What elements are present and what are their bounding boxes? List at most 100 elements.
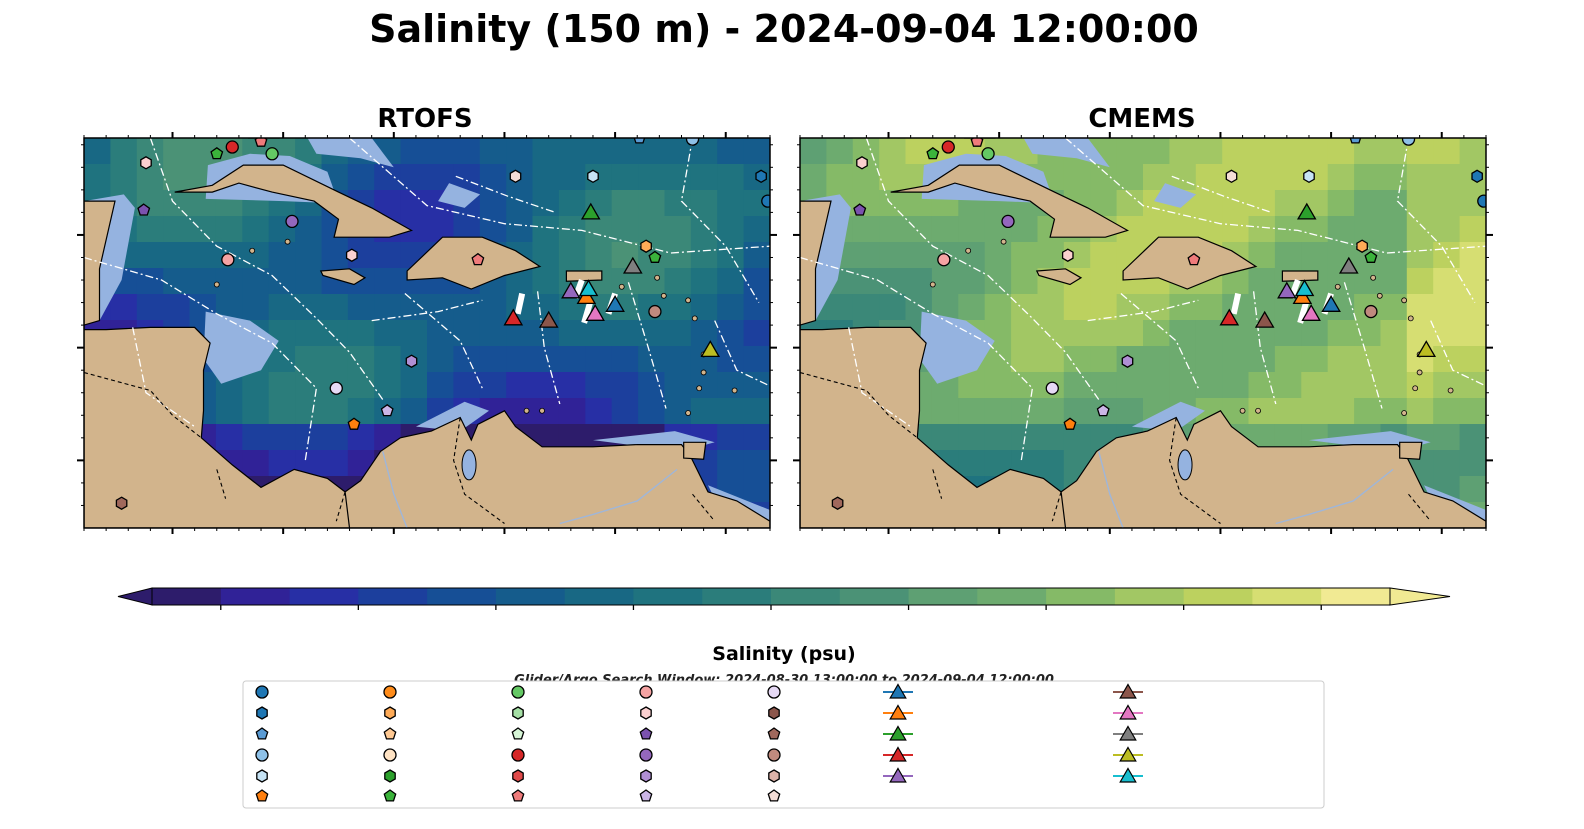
glider-marker	[605, 295, 625, 312]
legend-box	[242, 680, 1325, 809]
argo-float-marker	[1063, 417, 1077, 430]
glider-marker	[1416, 340, 1437, 358]
legend-argo-marker	[767, 685, 781, 699]
argo-float-marker	[941, 140, 955, 154]
argo-float-marker	[970, 138, 984, 147]
argo-float-marker	[509, 169, 522, 184]
colorbar-swatch	[1046, 588, 1116, 605]
colorbar-swatch	[358, 588, 428, 605]
glider-marker	[1294, 279, 1315, 297]
legend-argo-marker	[512, 769, 524, 783]
legend-argo-marker	[511, 789, 525, 802]
legend-glider-marker	[1119, 767, 1137, 783]
argo-float-marker	[1477, 194, 1486, 208]
legend-argo-marker	[768, 769, 780, 783]
legend-argo-marker	[511, 727, 525, 740]
argo-float-marker	[1045, 381, 1059, 395]
colorbar-swatch	[152, 588, 222, 605]
colorbar-extend-high	[1389, 587, 1451, 606]
legend-argo-marker	[384, 706, 396, 720]
argo-float-marker	[1349, 138, 1362, 144]
colorbar-swatch	[1183, 588, 1253, 605]
legend-glider-marker	[1119, 725, 1137, 741]
panel-title-cmems: CMEMS	[1088, 104, 1195, 134]
argo-float-marker	[937, 253, 951, 267]
legend-argo-marker	[767, 748, 781, 762]
argo-float-marker	[1225, 169, 1238, 184]
legend-argo-marker	[639, 748, 653, 762]
argo-float-marker	[1356, 239, 1368, 253]
legend-argo-marker	[511, 748, 525, 762]
argo-float-marker	[115, 496, 128, 510]
colorbar-swatch	[633, 588, 703, 605]
legend-argo-marker	[512, 706, 524, 720]
glider-marker	[538, 310, 559, 328]
colorbar-swatch	[289, 588, 359, 605]
glider-marker	[700, 340, 721, 358]
legend-argo-marker	[256, 769, 268, 783]
argo-float-marker	[329, 381, 343, 395]
map-cmems	[793, 132, 1493, 534]
legend-argo-marker	[256, 706, 268, 720]
legend-glider-marker	[889, 767, 907, 783]
legend-argo-marker	[768, 706, 780, 720]
legend-argo-marker	[255, 789, 269, 802]
glider-marker	[1219, 308, 1240, 326]
map-panel-rtofs: RTOFS	[77, 104, 777, 534]
colorbar-swatch	[1321, 588, 1391, 605]
legend-argo-marker	[255, 685, 269, 699]
legend-argo-marker	[255, 727, 269, 740]
argo-float-marker	[587, 169, 599, 184]
colorbar-label: Salinity (psu)	[712, 643, 855, 665]
glider-marker	[561, 281, 581, 299]
figure-title: Salinity (150 m) - 2024-09-04 12:00:00	[369, 7, 1199, 51]
argo-float-marker	[221, 253, 235, 267]
glider-marker	[1321, 295, 1341, 312]
glider-marker	[1254, 310, 1275, 328]
colorbar-swatch	[771, 588, 841, 605]
legend	[242, 680, 1325, 809]
argo-float-marker	[347, 417, 361, 430]
legend-argo-marker	[639, 727, 653, 740]
argo-float-marker	[648, 250, 662, 263]
glider-marker	[585, 303, 605, 321]
argo-float-marker	[856, 156, 868, 170]
argo-float-marker	[685, 138, 700, 146]
legend-argo-marker	[255, 748, 269, 762]
argo-float-marker	[285, 214, 299, 229]
argo-float-marker	[755, 169, 767, 184]
colorbar-swatch	[564, 588, 634, 605]
colorbar-extend-low	[117, 587, 153, 606]
argo-float-marker	[761, 194, 770, 208]
legend-argo-marker	[640, 769, 652, 783]
argo-float-marker	[1001, 214, 1015, 229]
legend-argo-marker	[639, 685, 653, 699]
argo-float-marker	[1364, 250, 1378, 263]
argo-float-marker	[210, 146, 224, 160]
map-rtofs	[77, 132, 777, 534]
legend-argo-marker	[383, 748, 397, 762]
argo-float-marker	[140, 156, 152, 170]
glider-marker	[622, 256, 643, 274]
argo-float-marker	[831, 496, 844, 510]
colorbar-swatch	[495, 588, 566, 605]
glider-marker	[503, 308, 524, 326]
argo-float-marker	[853, 203, 867, 216]
colorbar-swatch	[977, 588, 1047, 605]
argo-float-marker	[380, 403, 394, 417]
glider-marker	[1277, 281, 1297, 299]
legend-argo-marker	[383, 685, 397, 699]
legend-glider-marker	[1119, 746, 1137, 762]
colorbar	[117, 587, 1451, 610]
argo-float-marker	[1061, 248, 1074, 262]
argo-float-marker	[1096, 403, 1110, 417]
legend-argo-marker	[767, 789, 781, 802]
argo-float-marker	[345, 248, 358, 262]
argo-float-marker	[648, 304, 662, 319]
glider-marker	[580, 202, 601, 220]
legend-glider-marker	[889, 746, 907, 762]
panel-title-rtofs: RTOFS	[377, 104, 472, 134]
argo-float-marker	[1187, 252, 1201, 266]
legend-argo-marker	[383, 727, 397, 740]
